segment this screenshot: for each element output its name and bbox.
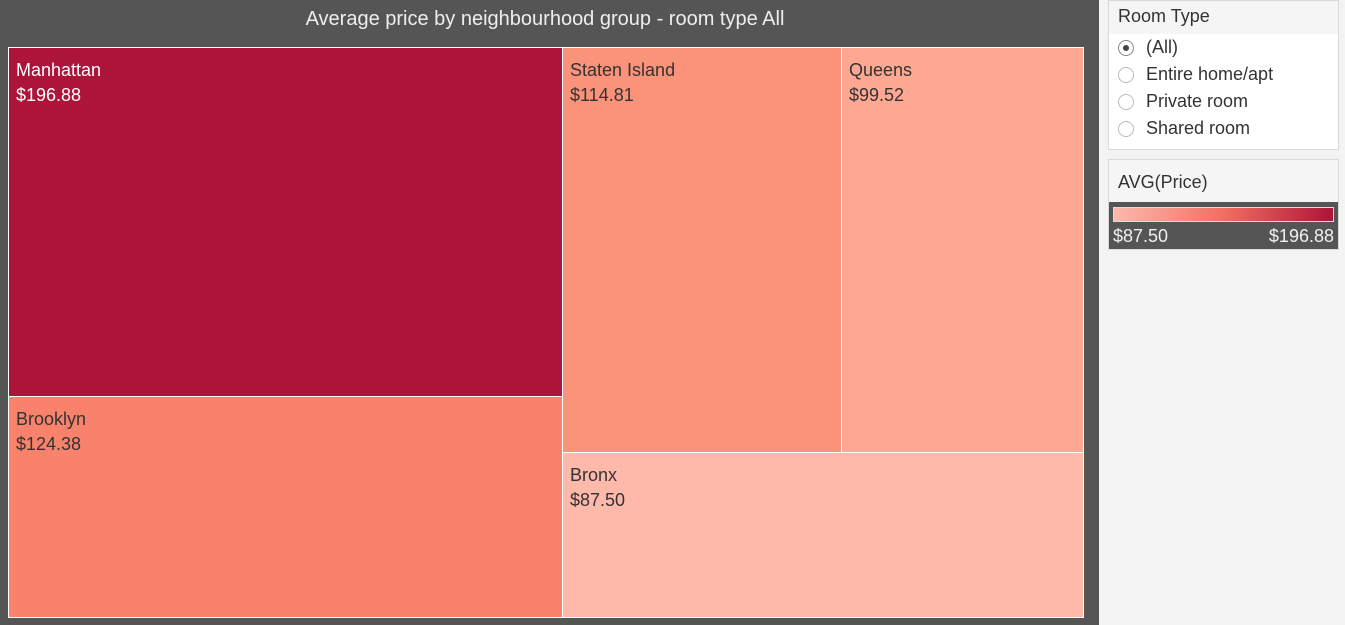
legend-body: $87.50 $196.88 [1109, 202, 1338, 249]
filter-options: (All) Entire home/apt Private room Shared r… [1109, 34, 1338, 142]
treemap-tile-staten-island[interactable]: Staten Island $114.81 [562, 47, 842, 453]
treemap-tile-queens[interactable]: Queens $99.52 [841, 47, 1084, 453]
tile-name: Manhattan [16, 60, 102, 80]
color-legend: AVG(Price) $87.50 $196.88 [1108, 159, 1339, 250]
tile-name: Staten Island [570, 60, 676, 80]
radio-option[interactable]: Private room [1109, 88, 1338, 115]
radio-unchecked-icon[interactable] [1118, 93, 1134, 110]
tile-price-label: $99.52 [849, 85, 905, 105]
treemap: Manhattan $196.88 Brooklyn $124.38 Staten Is… [8, 47, 1084, 618]
sidebar: Room Type (All) Entire home/apt Private ro… [1100, 0, 1345, 625]
radio-label: Entire home/apt [1146, 64, 1274, 84]
tile-price-label: $87.50 [570, 490, 626, 510]
radio-option[interactable]: (All) [1109, 34, 1338, 61]
chart-title: Average price by neighbourhood group - r… [305, 8, 785, 30]
treemap-view: Average price by neighbourhood group - r… [0, 0, 1099, 625]
radio-checked-icon[interactable] [1118, 39, 1134, 56]
tile-price-label: $196.88 [16, 85, 82, 105]
treemap-tile-brooklyn[interactable]: Brooklyn $124.38 [8, 396, 563, 618]
radio-option[interactable]: Shared room [1109, 115, 1338, 142]
radio-label: Private room [1146, 91, 1249, 111]
radio-unchecked-icon[interactable] [1118, 66, 1134, 83]
legend-min-label: $87.50 [1113, 226, 1169, 246]
radio-label: Shared room [1146, 118, 1251, 138]
radio-unchecked-icon[interactable] [1118, 120, 1134, 137]
legend-title: AVG(Price) [1118, 172, 1208, 192]
radio-label: (All) [1146, 37, 1178, 57]
tile-price-label: $114.81 [570, 85, 634, 105]
treemap-tile-bronx[interactable]: Bronx $87.50 [562, 452, 1084, 618]
room-type-filter: Room Type (All) Entire home/apt Private ro… [1108, 0, 1339, 150]
tile-price-label: $124.38 [16, 434, 82, 454]
legend-color-ramp [1113, 207, 1334, 222]
radio-option[interactable]: Entire home/apt [1109, 61, 1338, 88]
tile-name: Brooklyn [16, 409, 87, 429]
treemap-tile-manhattan[interactable]: Manhattan $196.88 [8, 47, 563, 397]
legend-max-label: $196.88 [1268, 226, 1334, 246]
tile-name: Bronx [570, 465, 618, 485]
tile-name: Queens [849, 60, 913, 80]
filter-title: Room Type [1109, 1, 1338, 34]
